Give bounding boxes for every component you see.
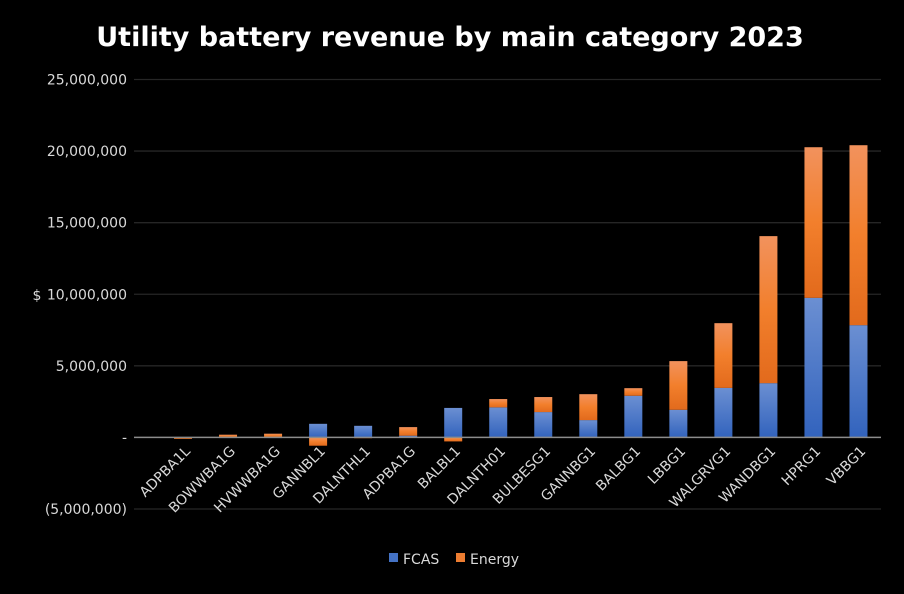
legend: FCAS Energy — [389, 552, 519, 568]
legend-label-fcas: FCAS — [403, 552, 439, 568]
bar-fcas-adpba1g — [399, 435, 418, 438]
bar-fcas-vbbg1 — [849, 325, 868, 438]
bar-energy-balbg1 — [624, 388, 643, 396]
bar-energy-gannbg1 — [579, 394, 598, 421]
bar-fcas-dalnth01 — [489, 407, 508, 438]
bar-energy-dalnth01 — [489, 399, 508, 408]
y-axis-label: $ — [33, 288, 42, 304]
bar-energy-hprg1 — [804, 147, 823, 298]
legend-swatch-energy — [456, 553, 465, 562]
bar-fcas-wandbg1 — [759, 383, 778, 438]
bar-energy-bowwba1g — [219, 434, 238, 438]
chart-title: Utility battery revenue by main category… — [96, 22, 804, 53]
bar-fcas-dalnthl1 — [354, 425, 373, 438]
bar-fcas-walgrvg1 — [714, 387, 733, 438]
bar-energy-gannbl1 — [309, 437, 328, 446]
y-tick-label: 25,000,000 — [47, 73, 127, 89]
y-tick-label: (5,000,000) — [45, 502, 127, 518]
bar-fcas-hprg1 — [804, 297, 823, 438]
bar-energy-adpba1g — [399, 427, 418, 436]
bar-fcas-balbl1 — [444, 407, 463, 438]
x-tick-label: VBBG1 — [824, 444, 869, 489]
bar-energy-hvwwba1g — [264, 433, 283, 438]
bar-energy-wandbg1 — [759, 236, 778, 384]
bar-fcas-gannbl1 — [309, 423, 328, 438]
bar-energy-vbbg1 — [849, 145, 868, 326]
bar-fcas-lbbg1 — [669, 409, 688, 438]
x-tick-label: HPRG1 — [779, 444, 825, 490]
bar-energy-lbbg1 — [669, 361, 688, 410]
bar-fcas-balbg1 — [624, 395, 643, 438]
y-tick-label: 20,000,000 — [47, 144, 127, 160]
bar-energy-walgrvg1 — [714, 323, 733, 388]
y-tick-label: 5,000,000 — [56, 359, 127, 375]
y-tick-label: - — [122, 430, 127, 446]
x-tick-label: BALBG1 — [593, 444, 644, 495]
bar-energy-balbl1 — [444, 437, 463, 442]
x-tick-label: LBBG1 — [645, 444, 689, 488]
legend-swatch-fcas — [389, 553, 398, 562]
bar-fcas-bulbesg1 — [534, 412, 553, 438]
y-tick-label: 10,000,000 — [47, 287, 127, 303]
y-tick-label: 15,000,000 — [47, 216, 127, 232]
bar-energy-bulbesg1 — [534, 397, 553, 413]
bar-fcas-gannbg1 — [579, 420, 598, 438]
legend-label-energy: Energy — [470, 552, 519, 568]
